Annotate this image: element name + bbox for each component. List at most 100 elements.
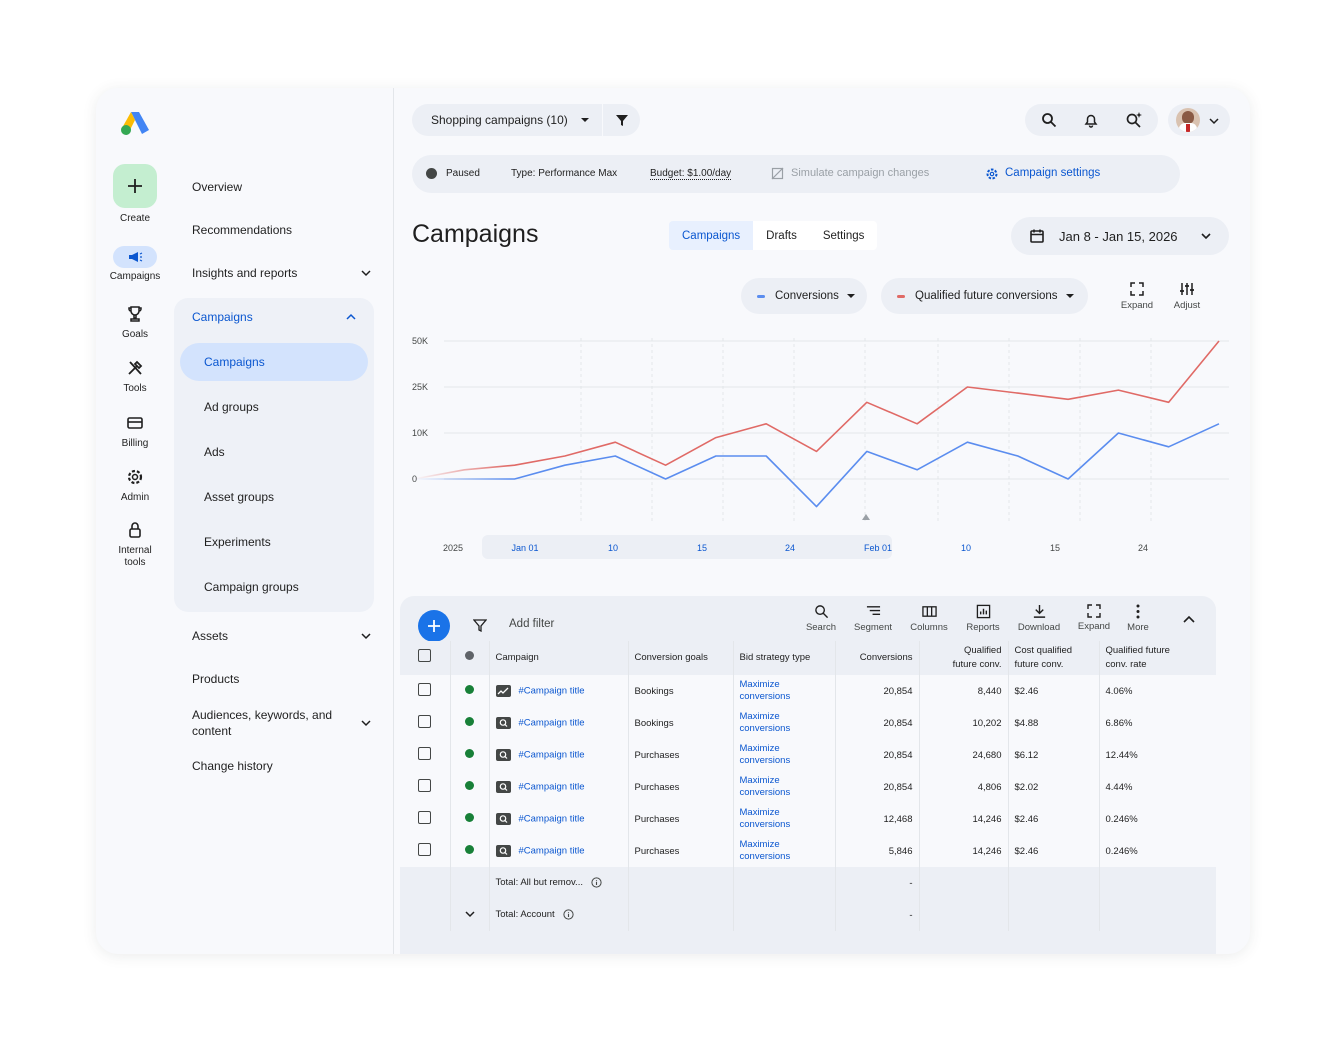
nav-sub-ad-groups[interactable]: Ad groups <box>204 400 259 414</box>
total-label-cell: Total: Account <box>488 899 628 931</box>
table-row[interactable]: #Campaign title Purchases Maximize conversi… <box>400 835 1216 867</box>
toolbar-label: Search <box>805 622 837 633</box>
nav-sub-experiments[interactable]: Experiments <box>204 535 271 549</box>
bid-strategy-cell[interactable]: Maximize conversions <box>732 739 835 771</box>
bell-icon[interactable] <box>1083 112 1099 128</box>
table-row[interactable]: #Campaign title Purchases Maximize conversi… <box>400 803 1216 835</box>
chart-adjust-button[interactable]: Adjust <box>1164 282 1210 311</box>
campaign-name-link[interactable]: #Campaign title <box>518 749 585 761</box>
tab-drafts[interactable]: Drafts <box>753 221 810 250</box>
campaign-settings-link[interactable]: Campaign settings <box>1005 167 1101 179</box>
rail-item-internal-tools[interactable]: Internal tools <box>100 520 170 569</box>
info-icon[interactable] <box>563 909 574 921</box>
header-qualified-future-conv[interactable]: Qualified future conv. <box>918 641 1008 675</box>
table-row[interactable]: #Campaign title Purchases Maximize conversi… <box>400 739 1216 771</box>
header-conversions[interactable]: Conversions <box>834 641 919 675</box>
header-cost-qualified[interactable]: Cost qualified future conv. <box>1007 641 1099 675</box>
toolbar-search-button[interactable]: Search <box>796 604 846 633</box>
row-checkbox[interactable] <box>418 779 432 792</box>
toolbar-more-button[interactable]: More <box>1113 604 1163 633</box>
bid-strategy-cell[interactable]: Maximize conversions <box>732 771 835 803</box>
toolbar-label: Expand <box>1077 621 1111 632</box>
campaign-selector[interactable]: Shopping campaigns (10) <box>412 104 640 136</box>
select-all-cell <box>400 641 450 675</box>
header-goals[interactable]: Conversion goals <box>627 641 733 675</box>
nav-item-change-history[interactable]: Change history <box>192 759 372 773</box>
tab-settings[interactable]: Settings <box>809 221 878 250</box>
account-menu[interactable] <box>1168 104 1230 136</box>
nav-sub-ads[interactable]: Ads <box>204 445 225 459</box>
toolbar-label: Download <box>1017 622 1061 633</box>
rail-item-billing[interactable]: Billing <box>100 413 170 449</box>
date-range-picker[interactable]: Jan 8 - Jan 15, 2026 <box>1011 217 1229 255</box>
add-campaign-button[interactable] <box>418 610 450 642</box>
nav-sub-asset-groups[interactable]: Asset groups <box>204 490 275 504</box>
campaign-name-link[interactable]: #Campaign title <box>518 685 585 697</box>
nav-sub-campaign-groups[interactable]: Campaign groups <box>204 580 299 594</box>
header-campaign[interactable]: Campaign <box>488 641 628 675</box>
campaign-name-link[interactable]: #Campaign title <box>518 813 585 825</box>
select-all-checkbox[interactable] <box>418 649 432 662</box>
sparkle-search-icon[interactable] <box>1125 111 1143 129</box>
chevron-up-icon[interactable] <box>1182 613 1196 627</box>
nav-item-overview[interactable]: Overview <box>192 180 372 194</box>
campaign-cell: #Campaign title <box>488 835 628 867</box>
expand-label: Expand <box>1120 300 1154 311</box>
rail-item-tools[interactable]: Tools <box>100 358 170 394</box>
row-checkbox[interactable] <box>418 843 432 856</box>
bid-strategy-cell[interactable]: Maximize conversions <box>732 707 835 739</box>
create-label: Create <box>119 213 150 224</box>
campaign-name-link[interactable]: #Campaign title <box>518 845 585 857</box>
create-button[interactable]: Create <box>100 164 170 224</box>
rail-label: Admin <box>120 492 150 503</box>
search-icon[interactable] <box>1041 112 1057 128</box>
row-checkbox[interactable] <box>418 811 432 824</box>
table-row[interactable]: #Campaign title Bookings Maximize conversio… <box>400 675 1216 707</box>
toolbar-segment-button[interactable]: Segment <box>848 604 898 633</box>
total-label: Total: Account <box>495 909 555 921</box>
nav-item-assets[interactable]: Assets <box>192 629 372 643</box>
rail-item-admin[interactable]: Admin <box>100 467 170 503</box>
row-checkbox[interactable] <box>418 683 432 696</box>
status-budget[interactable]: Budget: $1.00/day <box>650 168 732 180</box>
row-select-cell <box>400 739 450 771</box>
chart-expand-button[interactable]: Expand <box>1114 282 1160 311</box>
nav-label: Products <box>192 672 240 686</box>
toolbar-reports-button[interactable]: Reports <box>958 604 1008 633</box>
bid-strategy-cell[interactable]: Maximize conversions <box>732 803 835 835</box>
rail-item-campaigns[interactable]: Campaigns <box>100 246 170 282</box>
toolbar-columns-button[interactable]: Columns <box>904 604 954 633</box>
add-filter-input[interactable]: Add filter <box>509 618 555 630</box>
header-bid[interactable]: Bid strategy type <box>732 641 835 675</box>
toolbar-expand-button[interactable]: Expand <box>1069 604 1119 632</box>
campaign-name-link[interactable]: #Campaign title <box>518 781 585 793</box>
nav-item-insights[interactable]: Insights and reports <box>192 266 372 280</box>
header-qualified-rate[interactable]: Qualified future conv. rate <box>1098 641 1216 675</box>
bid-strategy-cell[interactable]: Maximize conversions <box>732 835 835 867</box>
empty-cell <box>1098 867 1216 899</box>
metric-selector-conversions[interactable]: Conversions <box>741 278 867 314</box>
tab-campaigns[interactable]: Campaigns <box>669 221 754 250</box>
nav-item-products[interactable]: Products <box>192 672 372 686</box>
nav-sub-campaigns[interactable]: Campaigns <box>204 355 265 369</box>
nav-item-recommendations[interactable]: Recommendations <box>192 223 372 237</box>
bid-line: conversions <box>739 851 791 862</box>
campaign-name-link[interactable]: #Campaign title <box>518 717 585 729</box>
nav-item-campaigns-group[interactable]: Campaigns <box>192 310 357 324</box>
rail-item-goals[interactable]: Goals <box>100 304 170 340</box>
simulate-button[interactable]: Simulate campaign changes <box>791 167 930 179</box>
toolbar-download-button[interactable]: Download <box>1014 604 1064 633</box>
bid-strategy-cell[interactable]: Maximize conversions <box>732 675 835 707</box>
bid-line: conversions <box>739 691 791 702</box>
table-row[interactable]: #Campaign title Bookings Maximize conversio… <box>400 707 1216 739</box>
nav-item-audiences[interactable]: Audiences, keywords, and content <box>192 707 372 739</box>
table-row[interactable]: #Campaign title Purchases Maximize conversi… <box>400 771 1216 803</box>
expand-total-cell[interactable] <box>449 899 489 931</box>
info-icon[interactable] <box>591 877 602 889</box>
row-checkbox[interactable] <box>418 715 432 728</box>
filter-button[interactable] <box>602 104 640 136</box>
row-checkbox[interactable] <box>418 747 432 760</box>
metric-selector-qualified[interactable]: Qualified future conversions <box>881 278 1088 314</box>
filter-icon[interactable] <box>473 618 487 632</box>
